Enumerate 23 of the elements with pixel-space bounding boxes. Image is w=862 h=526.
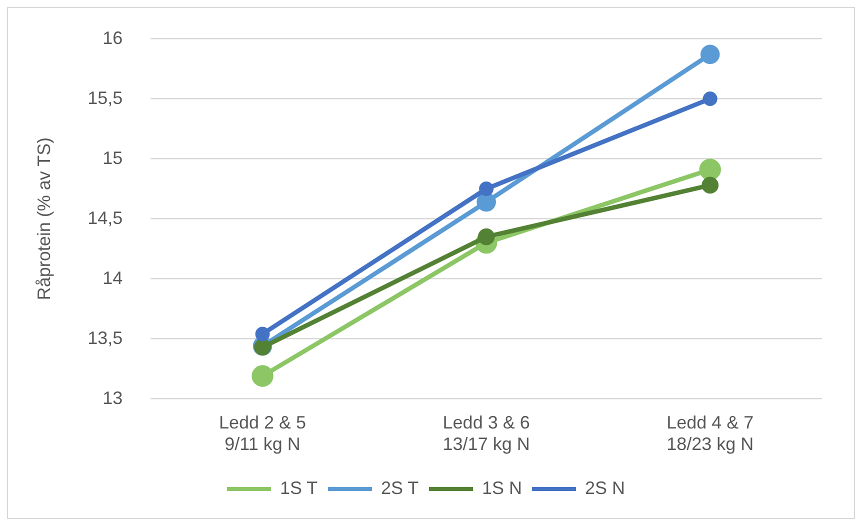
y-tick-label: 16 [102, 28, 123, 48]
x-tick-label: Ledd 4 & 7 18/23 kg N [666, 412, 754, 454]
point [479, 182, 494, 196]
point [255, 326, 270, 342]
point [252, 365, 274, 387]
y-axis-title: Råprotein (% av TS) [34, 137, 54, 300]
legend-label: 1S T [280, 478, 318, 498]
y-tick-label: 15,5 [88, 88, 123, 108]
x-tick-label: Ledd 2 & 5 9/11 kg N [218, 412, 306, 454]
y-tick-label: 13 [102, 388, 123, 408]
x-tick-label: Ledd 3 & 6 13/17 kg N [442, 412, 530, 454]
y-tick-label: 14 [102, 268, 123, 288]
point [700, 44, 720, 64]
legend-label: 1S N [482, 478, 522, 498]
point [476, 192, 496, 212]
legend-label: 2S T [380, 478, 419, 498]
point [699, 158, 721, 180]
legend-label: 2S N [585, 478, 626, 498]
y-tick-label: 13,5 [88, 328, 123, 348]
y-tick-label: 14,5 [88, 208, 123, 228]
point [702, 176, 719, 194]
y-tick-label: 15 [102, 148, 123, 168]
point [702, 92, 718, 106]
